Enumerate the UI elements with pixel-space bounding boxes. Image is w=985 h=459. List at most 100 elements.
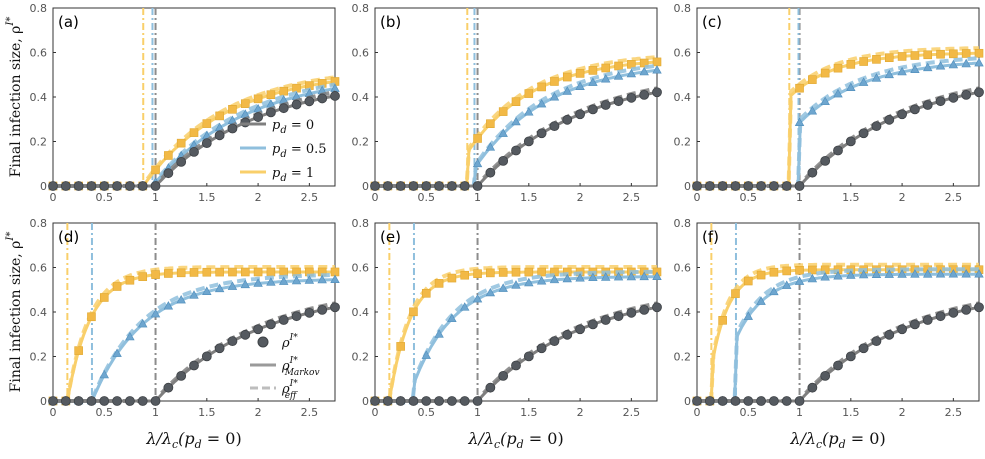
marker-pd1 [228, 267, 237, 277]
marker-pd1 [718, 316, 727, 325]
marker-pd0 [613, 96, 624, 107]
marker-pd1 [897, 52, 907, 61]
x-tick-label: 0.5 [740, 406, 758, 419]
panel-label: (a) [58, 13, 79, 31]
marker-pd0 [692, 181, 702, 191]
eff-curve-pd1 [53, 265, 335, 403]
marker-pd05 [884, 269, 894, 278]
marker-pd0 [240, 329, 251, 340]
marker-pd1 [112, 282, 122, 291]
y-tick-label: 0.8 [30, 2, 48, 15]
marker-pd05 [549, 92, 560, 101]
marker-pd05 [897, 269, 907, 278]
marker-pd05 [626, 68, 637, 78]
x-tick-label: 2.5 [301, 191, 319, 204]
marker-pd0 [485, 382, 496, 393]
marker-pd0 [227, 123, 238, 134]
marker-pd0 [717, 396, 728, 406]
marker-pd0 [562, 114, 573, 125]
marker-pd0 [176, 156, 187, 167]
eff-curve-pd05 [697, 56, 980, 188]
y-tick-label: 0.6 [352, 47, 370, 60]
marker-pd05 [652, 271, 662, 280]
y-tick-label: 0.6 [352, 262, 370, 275]
marker-pd05 [769, 286, 779, 296]
marker-pd05 [871, 269, 882, 279]
marker-pd0 [330, 302, 340, 313]
marker-pd0 [897, 109, 907, 120]
y-tick-label: 0.8 [674, 217, 692, 230]
marker-pd0 [447, 181, 457, 191]
marker-pd0 [743, 181, 754, 191]
marker-pd05 [511, 116, 521, 126]
marker-pd05 [756, 296, 766, 305]
marker-pd1 [396, 342, 405, 351]
marker-pd0 [317, 93, 328, 104]
x-tick-label: 0 [372, 191, 379, 204]
marker-pd05 [588, 77, 598, 86]
y-tick-label: 0 [362, 180, 369, 193]
marker-pd05 [511, 280, 521, 289]
marker-pd0 [86, 181, 97, 191]
x-tick-label: 1 [796, 406, 803, 419]
marker-pd1 [846, 60, 856, 69]
marker-pd1 [125, 275, 135, 285]
y-tick-label: 0 [40, 395, 47, 408]
marker-pd05 [807, 273, 818, 283]
y-tick-label: 0.4 [674, 91, 692, 104]
marker-pd05 [794, 117, 805, 126]
marker-pd05 [639, 66, 649, 76]
marker-pd05 [846, 82, 856, 92]
marker-pd05 [601, 272, 611, 281]
y-tick-label: 0.4 [30, 91, 48, 104]
marker-pd0 [910, 319, 920, 330]
marker-pd1 [447, 273, 457, 283]
marker-pd05 [601, 74, 611, 83]
marker-pd05 [266, 277, 276, 286]
marker-pd05 [227, 281, 238, 290]
marker-pd05 [330, 274, 340, 283]
y-tick-label: 0.6 [30, 47, 48, 60]
marker-pd1 [537, 82, 546, 92]
marker-pd05 [549, 274, 560, 284]
marker-pd0 [974, 302, 984, 313]
marker-pd1 [923, 50, 933, 60]
x-tick-label: 0.5 [418, 191, 436, 204]
marker-pd1 [409, 307, 418, 317]
marker-pd0 [498, 370, 509, 381]
marker-pd1 [575, 69, 585, 78]
x-axis-label: λ/λc(pd = 0) [145, 429, 241, 451]
marker-pd0 [511, 145, 521, 156]
marker-pd0 [137, 396, 148, 406]
x-tick-label: 0.5 [96, 191, 114, 204]
marker-pd05 [846, 270, 856, 279]
marker-pd0 [600, 100, 611, 110]
marker-pd05 [613, 272, 624, 281]
marker-pd1 [808, 75, 817, 84]
marker-pd05 [317, 274, 327, 284]
marker-pd05 [575, 273, 585, 282]
marker-pd1 [949, 49, 958, 59]
marker-pd05 [820, 96, 830, 106]
marker-pd05 [833, 88, 843, 98]
y-tick-label: 0.8 [352, 2, 370, 15]
marker-pd1 [164, 151, 173, 160]
marker-pd05 [176, 294, 186, 304]
legend-style-solid: ρI* Markov [281, 356, 320, 378]
y-tick-label: 0.4 [352, 91, 370, 104]
marker-pd05 [460, 302, 470, 311]
marker-pd05 [485, 287, 496, 297]
x-tick-label: 2.5 [945, 406, 963, 419]
marker-pd1 [974, 48, 984, 58]
marker-pd1 [550, 77, 559, 86]
marker-pd1 [524, 267, 534, 277]
markov-curve-pd1 [375, 270, 657, 403]
x-tick-label: 2 [577, 406, 584, 419]
panel-d: 0 0.5 1 1.5 2 2.5 0.2 0.4 0.6 0.8 0 (d) [30, 217, 340, 419]
x-tick-label: 0 [50, 191, 57, 204]
marker-pd1 [820, 68, 830, 78]
marker-pd05 [253, 278, 263, 287]
marker-pd0 [317, 304, 328, 315]
marker-pd1 [202, 267, 212, 277]
marker-pd0 [845, 136, 856, 147]
